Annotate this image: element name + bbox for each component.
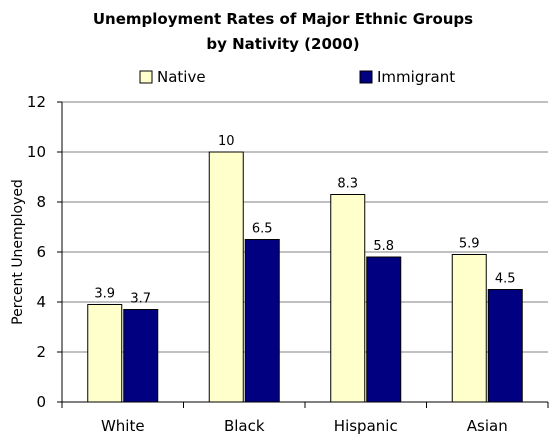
x-category-label: Asian: [467, 417, 508, 435]
legend-label-immigrant: Immigrant: [377, 68, 455, 86]
y-tick-label: 6: [36, 243, 46, 261]
y-tick-label: 8: [36, 193, 46, 211]
data-label: 5.8: [373, 239, 394, 254]
bar-immigrant-asian: [487, 289, 523, 403]
x-category-label: White: [101, 417, 145, 435]
bar-native-white: [87, 304, 123, 403]
y-tick-labels: 0 2 4 6 8 10 12: [27, 93, 46, 411]
bar-immigrant-hispanic: [366, 256, 402, 403]
bar-native-black: [208, 151, 244, 403]
chart-title-line1: Unemployment Rates of Major Ethnic Group…: [93, 10, 473, 28]
legend-label-native: Native: [157, 68, 206, 86]
y-tick-label: 2: [36, 343, 46, 361]
data-label: 6.5: [252, 222, 273, 237]
data-label: 5.9: [459, 237, 480, 252]
bars: [87, 151, 523, 403]
data-label: 3.7: [130, 292, 151, 307]
y-axis-label: Percent Unemployed: [10, 179, 26, 325]
bar-native-hispanic: [330, 194, 366, 403]
legend-swatch-immigrant: [359, 70, 373, 84]
data-label: 10: [218, 134, 235, 149]
chart-title-line2: by Nativity (2000): [206, 35, 359, 53]
x-category-labels: White Black Hispanic Asian: [101, 417, 508, 435]
data-label: 4.5: [495, 272, 516, 287]
y-tick-label: 4: [36, 293, 46, 311]
data-labels: 3.9 3.7 10 6.5 8.3 5.8 5.9 4.5: [94, 134, 515, 307]
bar-immigrant-white: [123, 309, 159, 403]
x-category-label: Black: [224, 417, 265, 435]
y-tick-label: 12: [27, 93, 46, 111]
legend-swatch-native: [139, 70, 153, 84]
data-label: 8.3: [337, 177, 358, 192]
bar-native-asian: [451, 254, 487, 403]
legend: Native Immigrant: [139, 68, 455, 86]
data-label: 3.9: [94, 287, 115, 302]
y-tick-label: 0: [36, 393, 46, 411]
x-category-label: Hispanic: [334, 417, 398, 435]
bar-immigrant-black: [244, 239, 280, 403]
y-tick-label: 10: [27, 143, 46, 161]
axes: [57, 101, 549, 408]
